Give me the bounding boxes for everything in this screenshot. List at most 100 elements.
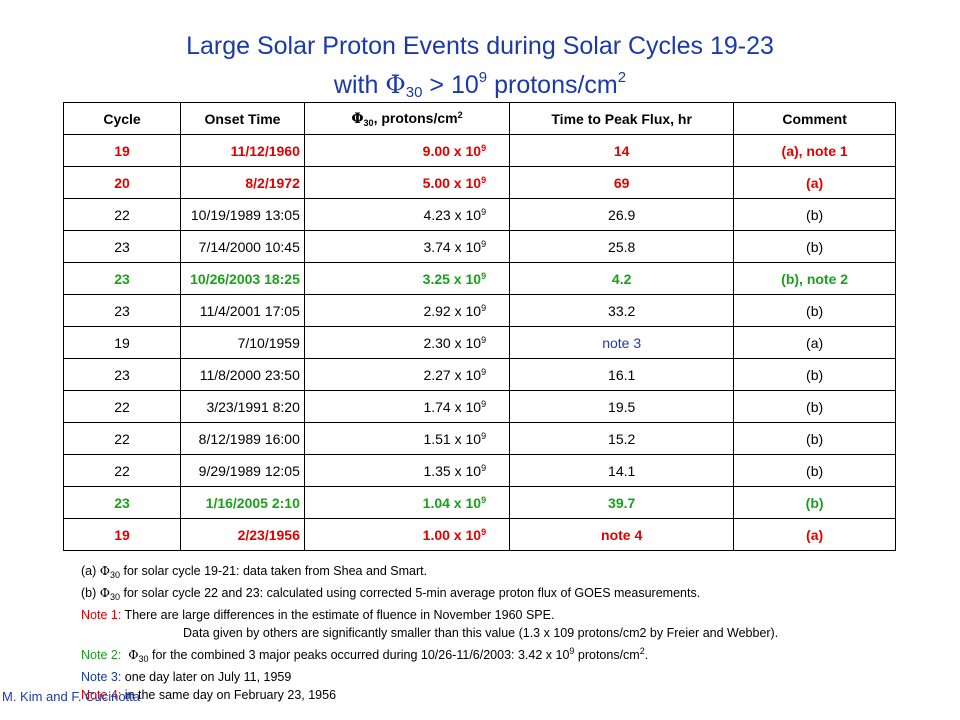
cell-comment: (b) — [733, 294, 896, 327]
cell-comment: (a) — [733, 166, 896, 199]
cell-time-to-peak: 25.8 — [509, 230, 735, 263]
cell-comment: (a), note 1 — [733, 134, 896, 167]
cell-phi: 2.30 x 109 — [303, 326, 511, 359]
page-title: Large Solar Proton Events during Solar C… — [0, 30, 960, 109]
note-2: Note 2: Φ30 for the combined 3 major pea… — [81, 646, 649, 664]
cell-time-to-peak: 26.9 — [509, 198, 735, 231]
cell-onset: 10/26/2003 18:25 — [180, 262, 305, 295]
cell-cycle: 23 — [62, 262, 182, 295]
table-row: 22 3/23/1991 8:20 1.74 x 109 19.5 (b) — [62, 390, 896, 423]
title-unit: protons/cm — [487, 71, 618, 99]
cell-cycle: 19 — [62, 134, 182, 167]
cell-cycle: 20 — [62, 166, 182, 199]
title-line-2: with Φ30 > 109 protons/cm2 — [0, 62, 960, 109]
cell-phi: 1.51 x 109 — [303, 422, 511, 455]
title-exponent: 9 — [478, 69, 488, 86]
spe-table: Cycle Onset Time Φ30, protons/cm2 Time t… — [62, 102, 896, 551]
cell-comment: (a) — [733, 326, 896, 359]
cell-onset: 3/23/1991 8:20 — [180, 390, 305, 423]
note-1: Note 1: There are large differences in t… — [81, 608, 555, 622]
cell-comment: (b) — [733, 358, 896, 391]
cell-cycle: 22 — [62, 198, 182, 231]
header-onset: Onset Time — [180, 102, 305, 135]
cell-phi: 2.92 x 109 — [303, 294, 511, 327]
table-body: 19 11/12/1960 9.00 x 109 14 (a), note 1 20 8/2… — [62, 134, 896, 551]
cell-onset: 10/19/1989 13:05 — [180, 198, 305, 231]
cell-cycle: 22 — [62, 390, 182, 423]
cell-onset: 11/8/2000 23:50 — [180, 358, 305, 391]
cell-phi: 1.74 x 109 — [303, 390, 511, 423]
cell-comment: (b) — [733, 454, 896, 487]
cell-onset: 7/14/2000 10:45 — [180, 230, 305, 263]
cell-comment: (b) — [733, 486, 896, 519]
cell-cycle: 19 — [62, 518, 182, 551]
cell-onset: 8/12/1989 16:00 — [180, 422, 305, 455]
table-row: 23 11/8/2000 23:50 2.27 x 109 16.1 (b) — [62, 358, 896, 391]
cell-cycle: 23 — [62, 358, 182, 391]
cell-phi: 9.00 x 109 — [303, 134, 511, 167]
cell-comment: (b) — [733, 198, 896, 231]
cell-comment: (a) — [733, 518, 896, 551]
cell-cycle: 22 — [62, 454, 182, 487]
cell-time-to-peak: 39.7 — [509, 486, 735, 519]
table-header-row: Cycle Onset Time Φ30, protons/cm2 Time t… — [62, 102, 896, 135]
cell-onset: 2/23/1956 — [180, 518, 305, 551]
cell-phi: 1.00 x 109 — [303, 518, 511, 551]
cell-comment: (b), note 2 — [733, 262, 896, 295]
cell-time-to-peak: 33.2 — [509, 294, 735, 327]
cell-time-to-peak: 14.1 — [509, 454, 735, 487]
cell-time-to-peak: 69 — [509, 166, 735, 199]
cell-time-to-peak: 16.1 — [509, 358, 735, 391]
header-comment: Comment — [733, 102, 896, 135]
cell-phi: 5.00 x 109 — [303, 166, 511, 199]
cell-onset: 9/29/1989 12:05 — [180, 454, 305, 487]
header-phi: Φ30, protons/cm2 — [303, 102, 511, 135]
table-row: 22 9/29/1989 12:05 1.35 x 109 14.1 (b) — [62, 454, 896, 487]
cell-comment: (b) — [733, 230, 896, 263]
cell-cycle: 23 — [62, 294, 182, 327]
table-row: 23 1/16/2005 2:10 1.04 x 109 39.7 (b) — [62, 486, 896, 519]
title-line-1: Large Solar Proton Events during Solar C… — [186, 32, 774, 60]
cell-phi: 1.04 x 109 — [303, 486, 511, 519]
table-row: 22 10/19/1989 13:05 4.23 x 109 26.9 (b) — [62, 198, 896, 231]
cell-comment: (b) — [733, 390, 896, 423]
note-3: Note 3: one day later on July 11, 1959 — [81, 670, 292, 684]
cell-onset: 8/2/1972 — [180, 166, 305, 199]
cell-cycle: 22 — [62, 422, 182, 455]
footnotes: (a) Φ30 for solar cycle 19-21: data take… — [81, 562, 778, 704]
header-cycle: Cycle — [62, 102, 182, 135]
cell-time-to-peak: 15.2 — [509, 422, 735, 455]
header-time-to-peak: Time to Peak Flux, hr — [509, 102, 735, 135]
table-row: 22 8/12/1989 16:00 1.51 x 109 15.2 (b) — [62, 422, 896, 455]
cell-onset: 7/10/1959 — [180, 326, 305, 359]
cell-onset: 11/4/2001 17:05 — [180, 294, 305, 327]
cell-comment: (b) — [733, 422, 896, 455]
cell-time-to-peak: 14 — [509, 134, 735, 167]
title-unit-exponent: 2 — [617, 69, 627, 86]
cell-onset: 1/16/2005 2:10 — [180, 486, 305, 519]
cell-cycle: 23 — [62, 230, 182, 263]
cell-cycle: 23 — [62, 486, 182, 519]
cell-time-to-peak: note 4 — [509, 518, 735, 551]
table-row: 19 2/23/1956 1.00 x 109 note 4 (a) — [62, 518, 896, 551]
phi-subscript: 30 — [405, 84, 423, 101]
note-a: (a) Φ30 for solar cycle 19-21: data take… — [81, 563, 428, 580]
table-row: 20 8/2/1972 5.00 x 109 69 (a) — [62, 166, 896, 199]
table-row: 23 11/4/2001 17:05 2.92 x 109 33.2 (b) — [62, 294, 896, 327]
phi-symbol: Φ — [385, 70, 406, 99]
cell-time-to-peak: 19.5 — [509, 390, 735, 423]
cell-phi: 1.35 x 109 — [303, 454, 511, 487]
cell-phi: 2.27 x 109 — [303, 358, 511, 391]
note-b: (b) Φ30 for solar cycle 22 and 23: calcu… — [81, 585, 701, 602]
title-with: with — [333, 71, 386, 99]
cell-phi: 3.25 x 109 — [303, 262, 511, 295]
cell-time-to-peak: 4.2 — [509, 262, 735, 295]
note-4: Note 4: in the same day on February 23, … — [81, 688, 337, 702]
table-row: 23 10/26/2003 18:25 3.25 x 109 4.2 (b), note… — [62, 262, 896, 295]
cell-phi: 3.74 x 109 — [303, 230, 511, 263]
cell-onset: 11/12/1960 — [180, 134, 305, 167]
note-1-continued: Data given by others are significantly s… — [183, 626, 779, 640]
table-row: 19 7/10/1959 2.30 x 109 note 3 (a) — [62, 326, 896, 359]
author-credit: M. Kim and F. Cucinotta — [2, 689, 140, 704]
table-row: 19 11/12/1960 9.00 x 109 14 (a), note 1 — [62, 134, 896, 167]
